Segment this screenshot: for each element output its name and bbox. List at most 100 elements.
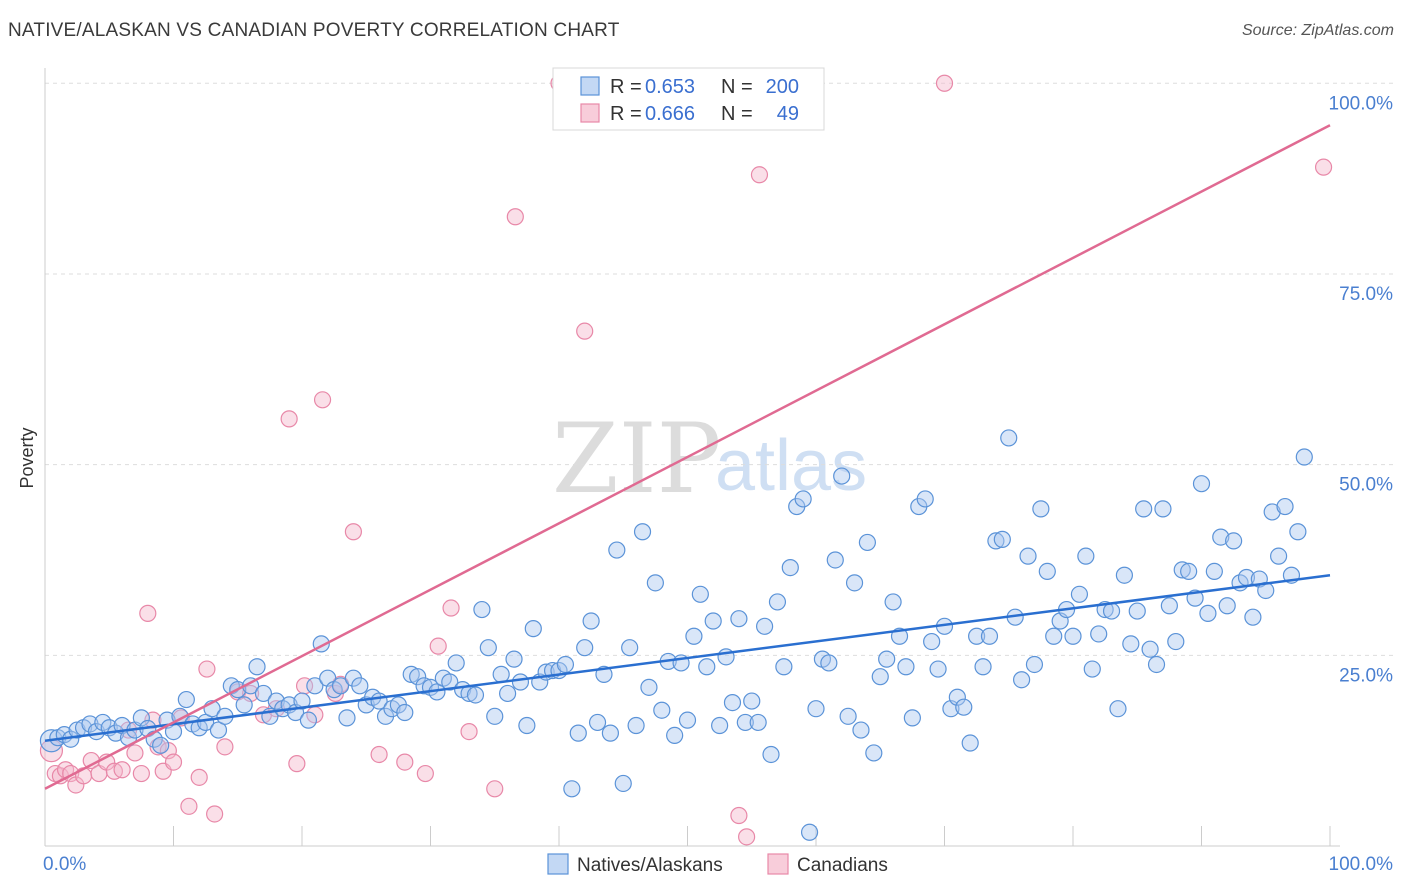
natives-point [1122, 635, 1140, 653]
y-tick-label: 50.0% [1339, 475, 1393, 496]
natives-point [878, 650, 896, 668]
natives-point [723, 694, 742, 712]
legend-n-label-natives: N = [721, 76, 753, 98]
legend-n-value-canadians: 49 [777, 103, 799, 125]
natives-point [479, 639, 497, 657]
natives-point [351, 677, 369, 695]
natives-point [1032, 500, 1050, 518]
natives-point [1218, 597, 1236, 615]
natives-point [511, 673, 530, 691]
natives-point [923, 632, 941, 651]
natives-point [685, 627, 703, 645]
natives-point [582, 612, 600, 630]
natives-point [640, 678, 658, 696]
natives-point [961, 734, 979, 752]
legend-swatch-canadians [580, 103, 600, 123]
source-label: Source: ZipAtlas.com [1241, 22, 1394, 39]
natives-point [627, 716, 645, 735]
legend-n-label-canadians: N = [721, 103, 753, 125]
canadians-point [396, 753, 414, 771]
natives-point [563, 780, 581, 798]
canadians-point [113, 761, 131, 779]
canadians-point [486, 780, 504, 798]
canadians-point [164, 753, 183, 771]
bottom-legend-label-natives: Natives/Alaskans [577, 855, 723, 876]
natives-point [884, 593, 902, 611]
canadians-point [738, 828, 756, 846]
natives-point [293, 692, 311, 710]
trend-lines [44, 124, 1331, 790]
natives-point [576, 639, 594, 657]
watermark: ZIP atlas [552, 403, 867, 515]
canadians-point [935, 74, 954, 92]
natives-point [132, 709, 150, 727]
x-tick-label-min: 0.0% [43, 854, 86, 875]
natives-point [858, 533, 877, 552]
natives-point [447, 654, 465, 672]
natives-point [473, 600, 491, 619]
y-tick-label: 75.0% [1339, 284, 1393, 305]
canadians-point [132, 764, 150, 783]
natives-point [1180, 562, 1198, 581]
natives-point [254, 684, 273, 703]
canadians-point [126, 744, 144, 762]
y-axis-title: Poverty [17, 427, 37, 488]
natives-point [993, 530, 1011, 548]
natives-point [768, 593, 787, 611]
natives-point [646, 574, 664, 592]
natives-point [1141, 640, 1159, 658]
canadians-point [288, 755, 306, 773]
natives-point [852, 721, 870, 739]
y-tick-label: 25.0% [1339, 665, 1393, 686]
natives-point [1167, 632, 1185, 651]
natives-point [338, 709, 356, 727]
natives-point [409, 668, 427, 686]
natives-point [1070, 585, 1089, 603]
natives-point [1289, 523, 1307, 541]
natives-point [1192, 475, 1211, 493]
canadians-point [750, 166, 769, 184]
natives-point [1012, 671, 1031, 689]
natives-point [1045, 627, 1063, 645]
canadians-point [576, 322, 594, 340]
natives-point [601, 724, 620, 742]
y-tick-label: 100.0% [1329, 93, 1394, 114]
natives-point [903, 709, 921, 727]
natives-point [929, 660, 947, 678]
canadians-point [198, 660, 216, 678]
natives-point [1244, 608, 1262, 626]
natives-point [845, 574, 864, 592]
natives-point [1212, 528, 1230, 546]
natives-point [1109, 700, 1127, 718]
x-ticks [44, 826, 1331, 846]
natives-point [987, 532, 1005, 550]
natives-point [711, 716, 729, 735]
natives-point [1276, 497, 1294, 516]
natives-point [306, 677, 324, 695]
canadians-point [370, 745, 388, 764]
canadians-point [730, 806, 748, 825]
legend-swatch-natives [580, 76, 600, 96]
natives-point [569, 724, 587, 742]
natives-point [499, 684, 517, 703]
natives-point [299, 711, 318, 729]
natives-point [704, 612, 722, 630]
natives-point [1173, 561, 1191, 579]
natives-point [666, 726, 684, 745]
natives-point [235, 696, 253, 714]
natives-point [698, 658, 716, 676]
canadians-point [416, 764, 434, 783]
natives-point [588, 713, 607, 732]
natives-point [614, 774, 632, 793]
canadians-point [280, 410, 298, 428]
canadians-point [139, 604, 157, 622]
natives-point [1019, 547, 1037, 565]
y-tick-labels: 25.0% 50.0% 75.0% 100.0% [1329, 93, 1394, 686]
natives-point [1083, 660, 1101, 678]
legend-r-label-natives: R = [610, 76, 642, 98]
natives-point [1199, 604, 1217, 622]
canadians-point [190, 768, 208, 786]
natives-point [781, 558, 799, 577]
natives-point [1147, 655, 1166, 674]
